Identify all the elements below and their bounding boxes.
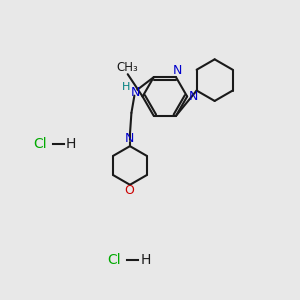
Text: N: N <box>131 85 141 99</box>
Text: CH₃: CH₃ <box>117 61 139 74</box>
Text: N: N <box>173 64 182 77</box>
Text: Cl: Cl <box>33 137 47 151</box>
Text: H: H <box>140 253 151 267</box>
Text: H: H <box>66 137 76 151</box>
Text: N: N <box>125 132 135 145</box>
Text: H: H <box>122 82 130 92</box>
Text: N: N <box>189 90 198 103</box>
Text: Cl: Cl <box>107 253 121 267</box>
Text: O: O <box>124 184 134 197</box>
